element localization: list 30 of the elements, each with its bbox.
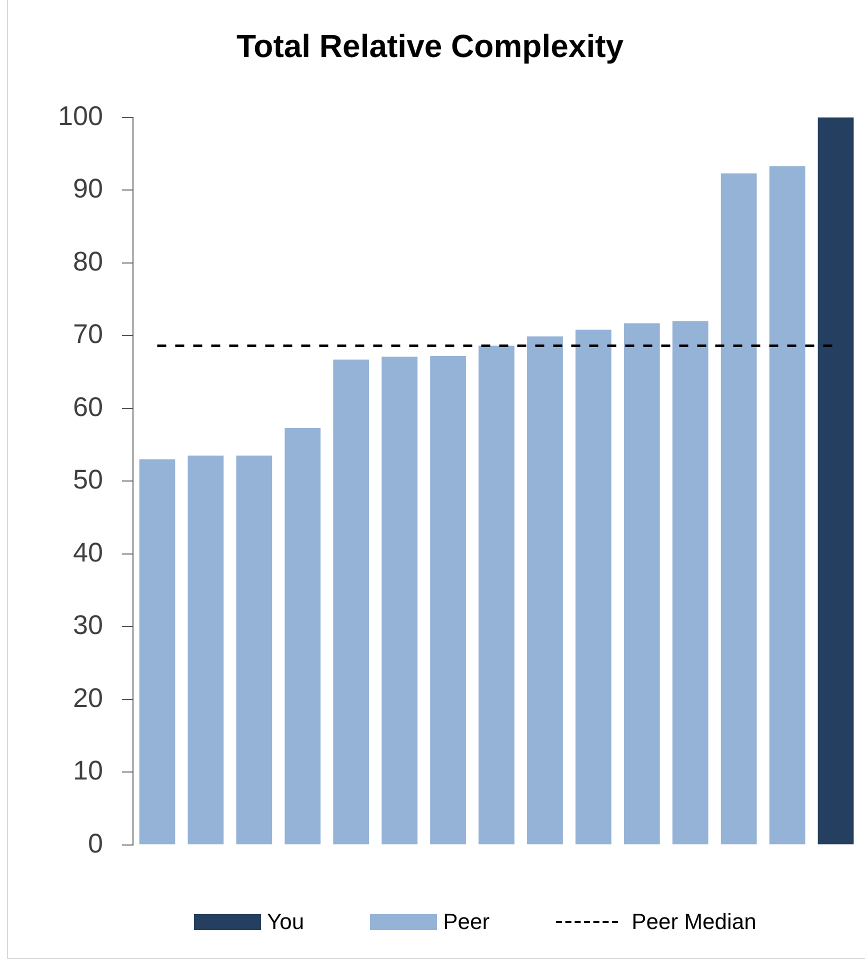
bar [478,346,514,844]
y-tick-label: 90 [72,174,103,204]
y-tick-label: 0 [88,828,103,858]
bar [818,117,854,844]
y-tick-label: 10 [72,756,103,786]
bar [188,456,224,844]
bar [382,356,418,844]
legend-label: You [267,909,304,935]
bar [576,330,612,844]
y-tick-label: 70 [72,319,103,350]
y-tick-label: 100 [58,100,103,131]
bar [430,356,466,844]
y-tick-label: 40 [72,537,103,568]
bar [236,456,272,844]
bar [284,428,321,844]
y-tick-label: 50 [72,464,103,495]
bar [333,360,370,844]
chart-title: Total Relative Complexity [236,28,624,64]
legend-label: Peer Median [632,909,756,935]
y-tick-label: 60 [72,392,103,422]
y-tick-label: 20 [72,682,103,713]
bar [139,459,176,844]
bar [624,323,660,844]
y-tick-label: 30 [72,610,103,640]
bar [527,336,563,844]
bar [672,321,708,844]
y-tick-label: 80 [72,246,103,276]
bar [769,166,806,844]
bar [720,173,757,844]
legend-label: Peer [443,909,490,935]
